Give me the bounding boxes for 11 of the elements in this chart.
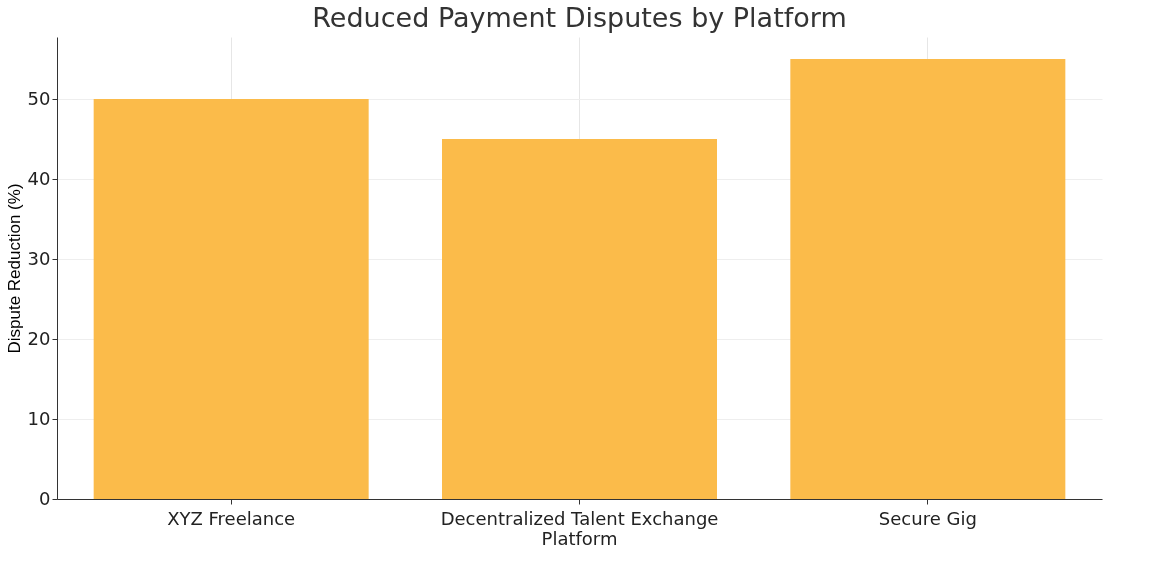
y-axis-title: Dispute Reduction (%) bbox=[4, 183, 24, 354]
x-tick-label: XYZ Freelance bbox=[167, 507, 296, 529]
x-tick-label: Secure Gig bbox=[878, 507, 977, 529]
y-tick-label: 20 bbox=[27, 327, 51, 349]
y-tick-label: 40 bbox=[27, 167, 51, 189]
y-tick-label: 30 bbox=[27, 247, 51, 269]
y-tick-label: 50 bbox=[27, 87, 51, 109]
y-tick-label: 0 bbox=[39, 487, 51, 509]
y-tick-label: 10 bbox=[27, 407, 51, 429]
x-tick-label: Decentralized Talent Exchange Platform bbox=[440, 507, 719, 549]
chart-title: Reduced Payment Disputes by Platform bbox=[312, 2, 847, 33]
